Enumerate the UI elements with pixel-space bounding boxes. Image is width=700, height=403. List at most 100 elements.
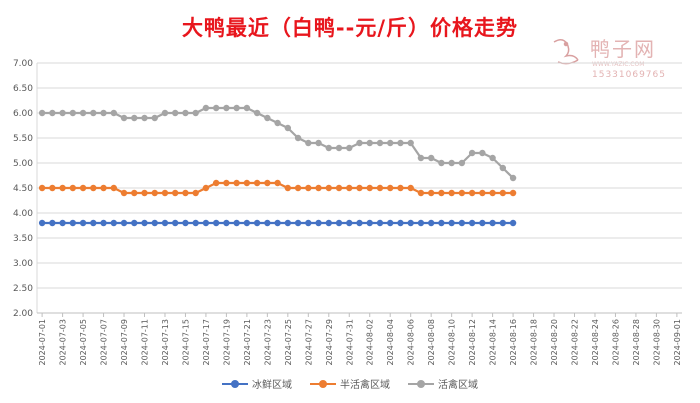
series xyxy=(38,104,517,227)
data-point xyxy=(141,189,148,197)
legend-label-bingxian: 冰鲜区域 xyxy=(252,380,292,391)
x-tick-label: 2024-07-05 xyxy=(79,319,88,366)
data-point xyxy=(509,174,517,182)
data-point xyxy=(110,184,117,192)
data-point xyxy=(407,219,414,227)
data-point xyxy=(253,179,261,187)
x-tick-label: 2024-08-30 xyxy=(652,319,661,366)
data-point xyxy=(427,219,435,227)
x-tick-label: 2024-07-27 xyxy=(304,319,313,366)
data-point xyxy=(335,184,343,192)
y-tick-label: 2.00 xyxy=(13,309,33,319)
data-point xyxy=(335,144,343,152)
data-point xyxy=(264,114,271,122)
data-point xyxy=(356,219,363,227)
watermark-phone: 15331069765 xyxy=(592,70,666,80)
data-point xyxy=(417,154,425,162)
data-point xyxy=(151,219,158,227)
legend-label-banhuoqin: 半活禽区域 xyxy=(340,380,390,391)
data-point xyxy=(366,184,373,192)
data-point xyxy=(509,219,517,227)
data-point xyxy=(315,219,322,227)
data-point xyxy=(59,184,66,192)
data-point xyxy=(100,219,107,227)
data-point xyxy=(100,184,107,192)
legend-item-huoqin: 活禽区域 xyxy=(408,376,478,391)
data-point xyxy=(479,219,486,227)
data-point xyxy=(458,189,466,197)
x-tick-label: 2024-08-20 xyxy=(550,319,559,366)
data-point xyxy=(387,219,394,227)
x-tick-label: 2024-07-25 xyxy=(284,319,293,366)
data-point xyxy=(212,104,220,112)
data-point xyxy=(366,219,373,227)
data-point xyxy=(305,219,312,227)
data-point xyxy=(79,184,87,192)
data-point xyxy=(131,189,138,197)
y-axis: 2.00 2.50 3.00 3.50 4.00 4.50 5.00 5.50 6.00 6.50… xyxy=(13,59,38,319)
data-point xyxy=(489,189,496,197)
data-point xyxy=(387,184,394,192)
data-point xyxy=(172,189,179,197)
y-tick-label: 6.00 xyxy=(13,109,33,119)
y-tick-label: 2.50 xyxy=(13,284,33,294)
data-point xyxy=(325,219,332,227)
data-point xyxy=(499,219,507,227)
data-point xyxy=(468,149,476,157)
legend-swatch-banhuoqin xyxy=(310,379,336,389)
data-point xyxy=(110,109,117,117)
data-point xyxy=(233,179,240,187)
data-point xyxy=(407,184,414,192)
data-point xyxy=(141,114,148,122)
data-point xyxy=(49,219,56,227)
x-tick-label: 2024-08-04 xyxy=(386,319,395,366)
data-point xyxy=(468,219,476,227)
data-point xyxy=(120,114,128,122)
legend-item-bingxian: 冰鲜区域 xyxy=(222,376,292,391)
data-point xyxy=(346,184,353,192)
data-point xyxy=(192,219,199,227)
data-point xyxy=(274,219,281,227)
data-point xyxy=(253,219,261,227)
data-point xyxy=(479,149,486,157)
data-point xyxy=(499,164,507,172)
data-point xyxy=(509,189,517,197)
data-point xyxy=(458,219,466,227)
data-point xyxy=(325,184,332,192)
data-point xyxy=(172,109,179,117)
data-point xyxy=(49,109,56,117)
data-point xyxy=(69,219,77,227)
data-point xyxy=(79,109,87,117)
x-tick-label: 2024-08-08 xyxy=(427,319,436,366)
data-point xyxy=(223,219,230,227)
y-tick-label: 6.50 xyxy=(13,84,33,94)
data-point xyxy=(427,154,435,162)
x-tick-label: 2024-08-18 xyxy=(530,319,539,366)
data-point xyxy=(274,119,281,127)
data-point xyxy=(59,219,66,227)
data-point xyxy=(346,219,353,227)
data-point xyxy=(438,219,445,227)
watermark-url: WWW.YAZIC.COM xyxy=(592,61,644,68)
data-point xyxy=(499,189,507,197)
data-point xyxy=(315,184,322,192)
data-point xyxy=(305,139,312,147)
data-point xyxy=(151,189,158,197)
data-point xyxy=(438,189,445,197)
data-point xyxy=(284,184,292,192)
data-point xyxy=(305,184,312,192)
series-line xyxy=(42,106,514,179)
x-tick-label: 2024-07-29 xyxy=(325,319,334,366)
data-point xyxy=(335,219,343,227)
x-tick-label: 2024-08-22 xyxy=(571,319,580,366)
x-tick-label: 2024-07-13 xyxy=(161,319,170,366)
x-tick-label: 2024-07-11 xyxy=(141,319,150,366)
data-point xyxy=(407,139,414,147)
series-1 xyxy=(38,179,517,197)
legend-label-huoqin: 活禽区域 xyxy=(438,380,478,391)
data-point xyxy=(397,139,404,147)
y-tick-label: 3.50 xyxy=(13,234,33,244)
data-point xyxy=(120,189,128,197)
data-point xyxy=(294,134,302,142)
y-tick-label: 4.00 xyxy=(13,209,33,219)
